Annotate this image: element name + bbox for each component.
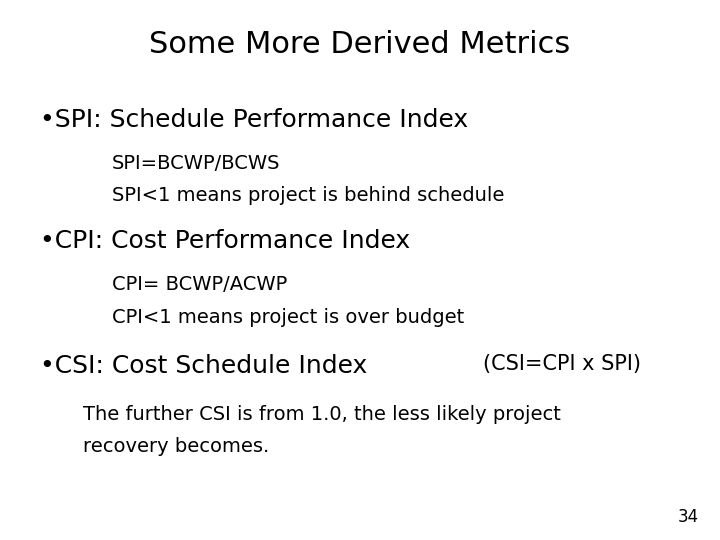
Text: •CSI: Cost Schedule Index: •CSI: Cost Schedule Index <box>40 354 383 377</box>
Text: CPI<1 means project is over budget: CPI<1 means project is over budget <box>112 308 464 327</box>
Text: Some More Derived Metrics: Some More Derived Metrics <box>149 30 571 59</box>
Text: The further CSI is from 1.0, the less likely project: The further CSI is from 1.0, the less li… <box>83 405 561 424</box>
Text: 34: 34 <box>678 509 698 526</box>
Text: SPI=BCWP/BCWS: SPI=BCWP/BCWS <box>112 154 280 173</box>
Text: •SPI: Schedule Performance Index: •SPI: Schedule Performance Index <box>40 108 468 132</box>
Text: recovery becomes.: recovery becomes. <box>83 437 269 456</box>
Text: CPI= BCWP/ACWP: CPI= BCWP/ACWP <box>112 275 287 294</box>
Text: SPI<1 means project is behind schedule: SPI<1 means project is behind schedule <box>112 186 504 205</box>
Text: •CPI: Cost Performance Index: •CPI: Cost Performance Index <box>40 230 410 253</box>
Text: (CSI=CPI x SPI): (CSI=CPI x SPI) <box>482 354 641 374</box>
